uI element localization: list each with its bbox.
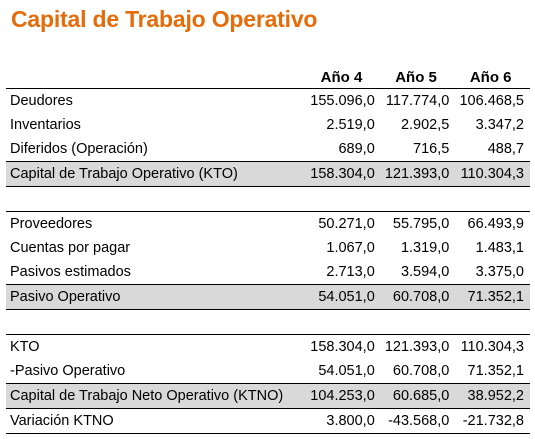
value-year-6: 106.468,5 (459, 93, 524, 109)
row-label: Pasivo Operativo (6, 284, 305, 310)
value-year-5: 121.393,0 (378, 161, 454, 187)
value-year-4: 54.051,0 (318, 363, 375, 379)
value-year-6: 488,7 (487, 141, 524, 157)
value-year-6: 1.483,1 (475, 240, 524, 256)
table-row: KTO 158.304,0 121.393,0 110.304,3 (6, 334, 530, 359)
value-year-4: 689,0 (338, 141, 375, 157)
value-year-5: 60.708,0 (392, 363, 450, 379)
page-title: Capital de Trabajo Operativo (11, 6, 318, 32)
value-year-5: 716,5 (413, 141, 450, 157)
table-row: -Pasivo Operativo 54.051,0 60.708,0 71.3… (6, 359, 530, 384)
value-year-6: 3.347,2 (475, 117, 524, 133)
total-row-pasivo-operativo: Pasivo Operativo 54.051,0 60.708,0 71.35… (6, 284, 530, 310)
value-year-6: 71.352,1 (453, 284, 530, 310)
spacer-row (6, 310, 530, 335)
header-label-cell (6, 66, 305, 89)
value-year-5: 60.708,0 (378, 284, 454, 310)
table-row: Cuentas por pagar 1.067,0 1.319,0 1.483,… (6, 236, 530, 260)
table-row: Inventarios 2.519,0 2.902,5 3.347,2 (6, 113, 530, 137)
row-label: Capital de Trabajo Operativo (KTO) (6, 161, 305, 187)
total-row-ktno: Capital de Trabajo Neto Operativo (KTNO)… (6, 383, 530, 409)
value-year-4: 158.304,0 (304, 161, 379, 187)
value-year-5: 1.319,0 (400, 240, 450, 256)
value-year-4: 2.713,0 (326, 264, 375, 280)
value-year-5: 117.774,0 (385, 93, 450, 109)
row-label: Proveedores (6, 211, 305, 236)
row-label: -Pasivo Operativo (10, 363, 126, 379)
table-row: Pasivos estimados 2.713,0 3.594,0 3.375,… (6, 260, 530, 285)
value-year-6: -21.732,8 (453, 408, 530, 434)
value-year-5: 2.902,5 (400, 117, 450, 133)
table-row: Deudores 155.096,0 117.774,0 106.468,5 (6, 89, 530, 114)
total-row-kto: Capital de Trabajo Operativo (KTO) 158.3… (6, 161, 530, 187)
value-year-4: 158.304,0 (304, 334, 379, 359)
value-year-6: 110.304,3 (453, 161, 530, 187)
value-year-6: 110.304,3 (453, 334, 530, 359)
row-label: Inventarios (10, 117, 81, 133)
value-year-5: 121.393,0 (378, 334, 454, 359)
value-year-6: 38.952,2 (453, 383, 530, 409)
spacer-row (6, 187, 530, 212)
value-year-6: 71.352,1 (467, 363, 524, 379)
header-year-6: Año 6 (453, 66, 530, 89)
value-year-6: 3.375,0 (475, 264, 524, 280)
row-label: KTO (6, 334, 305, 359)
header-row: Año 4 Año 5 Año 6 (6, 66, 530, 89)
row-label: Diferidos (Operación) (10, 141, 148, 157)
value-year-4: 2.519,0 (326, 117, 375, 133)
header-year-5: Año 5 (378, 66, 454, 89)
value-year-5: 3.594,0 (400, 264, 450, 280)
value-year-6: 66.493,9 (453, 211, 530, 236)
row-label: Cuentas por pagar (10, 240, 131, 256)
value-year-5: 60.685,0 (378, 383, 454, 409)
value-year-5: 55.795,0 (378, 211, 454, 236)
row-label: Variación KTNO (6, 408, 305, 434)
working-capital-table: Año 4 Año 5 Año 6 Deudores 155.096,0 117… (6, 66, 530, 434)
variation-row: Variación KTNO 3.800,0 -43.568,0 -21.732… (6, 408, 530, 434)
value-year-4: 155.096,0 (310, 93, 375, 109)
table-row: Proveedores 50.271,0 55.795,0 66.493,9 (6, 211, 530, 236)
value-year-4: 104.253,0 (304, 383, 379, 409)
table-row: Diferidos (Operación) 689,0 716,5 488,7 (6, 137, 530, 162)
value-year-5: -43.568,0 (378, 408, 454, 434)
header-year-4: Año 4 (304, 66, 379, 89)
value-year-4: 50.271,0 (304, 211, 379, 236)
value-year-4: 1.067,0 (326, 240, 375, 256)
value-year-4: 54.051,0 (304, 284, 379, 310)
value-year-4: 3.800,0 (304, 408, 379, 434)
row-label: Capital de Trabajo Neto Operativo (KTNO) (6, 383, 305, 409)
row-label: Deudores (10, 93, 73, 109)
row-label: Pasivos estimados (10, 264, 131, 280)
